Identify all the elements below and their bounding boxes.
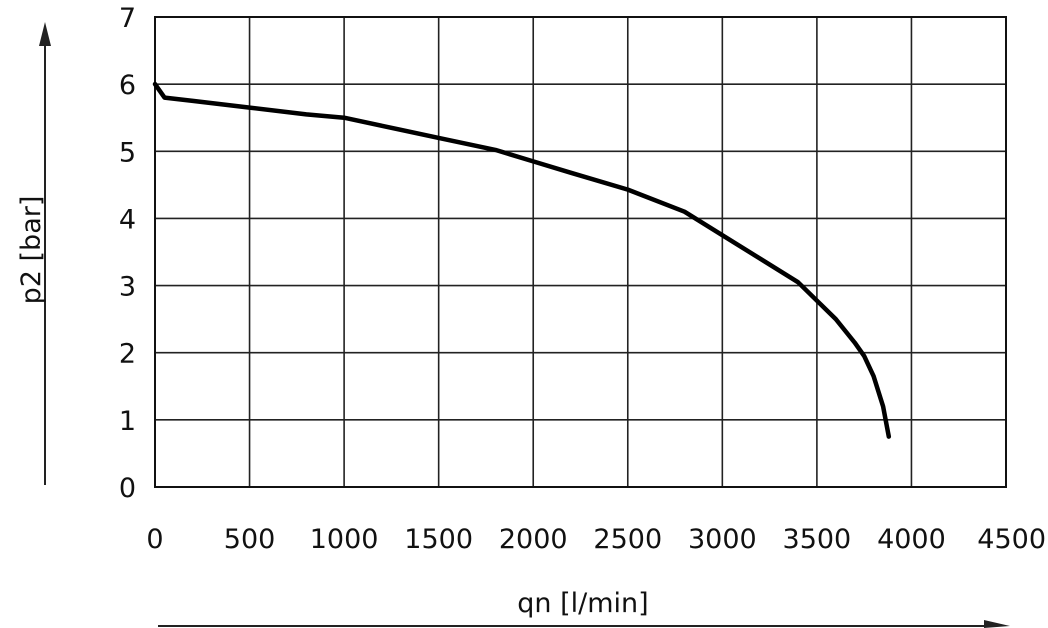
y-tick-label: 3 — [119, 272, 136, 303]
y-tick-label: 4 — [119, 204, 136, 235]
y-axis-title: p2 [bar] — [16, 196, 47, 305]
x-tick-label: 500 — [224, 524, 276, 555]
y-tick-label: 0 — [119, 473, 136, 504]
y-tick-label: 7 — [119, 3, 136, 34]
x-tick-label: 2500 — [593, 524, 662, 555]
x-axis-title: qn [l/min] — [517, 588, 648, 619]
x-tick-label: 3000 — [688, 524, 757, 555]
y-tick-label: 1 — [119, 406, 136, 437]
x-tick-label: 3500 — [783, 524, 852, 555]
y-tick-label: 2 — [119, 339, 136, 370]
series-line-p2 — [152, 81, 892, 439]
x-axis-arrowhead-icon — [984, 620, 1010, 628]
x-tick-labels: 0 500 1000 1500 2000 2500 3000 3500 4000 4500 — [146, 524, 1046, 555]
x-tick-label: 1500 — [404, 524, 473, 555]
x-tick-label: 4500 — [977, 524, 1046, 555]
y-tick-label: 5 — [119, 137, 136, 168]
grid — [154, 16, 1007, 488]
x-tick-label: 2000 — [499, 524, 568, 555]
y-axis-arrowhead-icon — [39, 22, 51, 46]
x-tick-label: 1000 — [310, 524, 379, 555]
x-tick-label: 4000 — [877, 524, 946, 555]
plot-frame — [154, 16, 1007, 488]
y-tick-labels: 0 1 2 3 4 5 6 7 — [119, 3, 136, 504]
y-tick-label: 6 — [119, 70, 136, 101]
x-tick-label: 0 — [146, 524, 163, 555]
